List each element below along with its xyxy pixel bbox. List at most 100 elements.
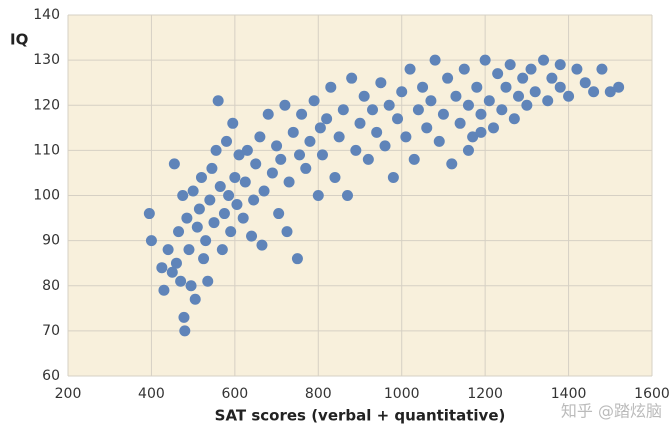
data-point: [458, 63, 470, 75]
data-point: [538, 54, 550, 66]
data-point: [162, 244, 174, 256]
data-point: [296, 108, 308, 120]
data-point: [437, 108, 449, 120]
data-point: [314, 122, 326, 134]
y-axis-label: IQ: [10, 31, 28, 49]
data-point: [218, 208, 230, 220]
data-point: [258, 185, 270, 197]
x-axis-label: SAT scores (verbal + quantitative): [215, 407, 506, 425]
data-point: [442, 72, 454, 84]
data-point: [168, 158, 180, 170]
data-point: [467, 131, 479, 143]
data-point: [312, 190, 324, 201]
data-point: [471, 81, 483, 93]
data-point: [279, 99, 291, 111]
data-point: [517, 72, 529, 84]
data-point: [206, 162, 218, 174]
data-point: [227, 117, 239, 129]
data-point: [216, 244, 228, 256]
data-point: [229, 171, 241, 183]
data-point: [333, 131, 345, 143]
data-point: [396, 86, 408, 98]
data-point: [287, 126, 299, 138]
data-point: [156, 262, 168, 274]
y-tick-label: 140: [33, 7, 60, 23]
data-point: [571, 63, 583, 75]
data-point: [496, 104, 508, 116]
data-point: [492, 68, 504, 80]
data-point: [362, 153, 374, 165]
data-point: [446, 158, 458, 170]
data-point: [387, 171, 399, 183]
data-point: [208, 217, 220, 229]
data-point: [462, 144, 474, 156]
data-point: [412, 104, 424, 116]
data-point: [346, 72, 358, 84]
data-point: [281, 226, 293, 238]
data-point: [321, 113, 333, 125]
data-point: [204, 194, 216, 206]
data-point: [525, 63, 537, 75]
data-point: [212, 95, 224, 107]
data-point: [450, 90, 462, 102]
data-point: [248, 194, 260, 206]
data-point: [181, 212, 193, 224]
y-tick-label: 90: [42, 233, 60, 249]
y-tick-label: 130: [33, 52, 60, 68]
data-point: [613, 81, 625, 93]
data-point: [513, 90, 525, 102]
data-point: [239, 176, 251, 188]
data-point: [183, 244, 195, 256]
data-point: [283, 176, 295, 188]
data-point: [173, 226, 185, 238]
data-point: [250, 158, 262, 170]
x-tick-label: 400: [138, 386, 165, 402]
data-point: [325, 81, 337, 93]
data-point: [417, 81, 429, 93]
data-point: [177, 190, 189, 201]
data-point: [588, 86, 600, 98]
data-point: [375, 77, 387, 89]
data-point: [341, 190, 353, 201]
x-tick-label: 1600: [634, 386, 670, 402]
data-point: [500, 81, 512, 93]
data-point: [200, 235, 212, 247]
data-point: [231, 199, 243, 211]
data-point: [266, 167, 278, 179]
data-point: [316, 149, 328, 161]
y-tick-label: 110: [33, 142, 60, 158]
data-point: [225, 226, 237, 238]
data-point: [246, 230, 258, 242]
data-point: [462, 99, 474, 111]
data-point: [210, 144, 222, 156]
data-point: [475, 126, 487, 138]
y-tick-label: 100: [33, 188, 60, 204]
data-point: [454, 117, 466, 129]
data-point: [308, 95, 320, 107]
data-point: [371, 126, 383, 138]
data-point: [483, 95, 495, 107]
data-point: [143, 208, 155, 220]
watermark: 知乎 @踏炫脑: [561, 402, 662, 421]
data-point: [521, 99, 533, 111]
data-point: [237, 212, 249, 224]
data-point: [223, 190, 235, 201]
data-point: [554, 59, 566, 71]
x-tick-label: 1000: [384, 386, 420, 402]
data-point: [400, 131, 412, 143]
data-point: [487, 122, 499, 134]
y-tick-label: 60: [42, 368, 60, 384]
data-point: [604, 86, 616, 98]
data-point: [596, 63, 608, 75]
data-point: [508, 113, 520, 125]
y-tick-label: 70: [42, 323, 60, 339]
x-tick-label: 800: [305, 386, 332, 402]
data-point: [421, 122, 433, 134]
data-point: [256, 239, 268, 251]
data-point: [291, 253, 303, 265]
data-point: [546, 72, 558, 84]
data-point: [408, 153, 420, 165]
data-point: [379, 140, 391, 152]
data-point: [273, 208, 285, 220]
